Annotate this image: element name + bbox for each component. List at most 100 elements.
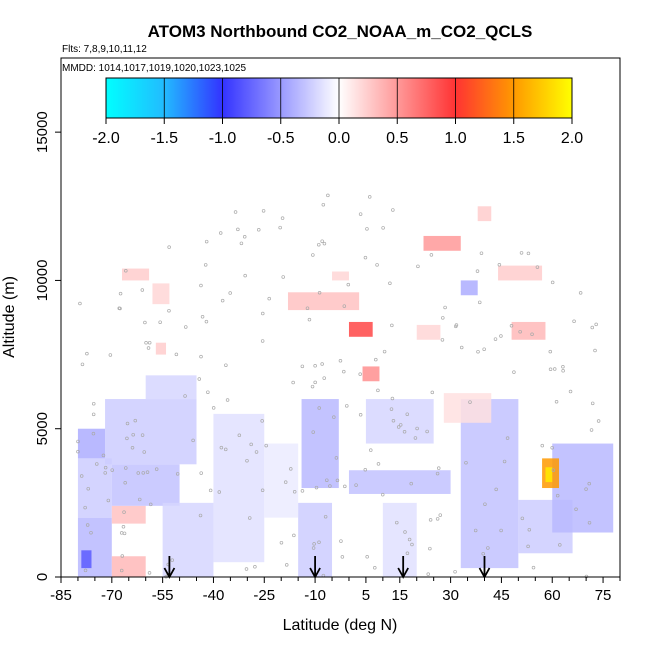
y-tick-label: 15000 (34, 111, 51, 153)
track-point (191, 438, 195, 443)
heatmap-cell (365, 399, 434, 444)
track-point (110, 468, 114, 472)
track-point (454, 324, 458, 329)
track-point (526, 251, 531, 256)
track-point (473, 528, 478, 533)
track-point (121, 525, 126, 529)
track-point (391, 208, 395, 212)
track-point (518, 329, 522, 334)
track-point (520, 516, 525, 521)
track-point (101, 453, 106, 458)
track-point (572, 319, 576, 324)
track-point (311, 546, 316, 550)
track-point (535, 265, 540, 269)
heatmap-cell (362, 366, 380, 382)
track-point (381, 226, 385, 230)
x-tick-label: 45 (493, 587, 510, 604)
heatmap-cell (382, 502, 417, 577)
track-point (167, 245, 171, 249)
track-point (561, 369, 565, 373)
track-point (429, 253, 434, 257)
track-point (175, 472, 180, 476)
track-point (363, 255, 368, 260)
track-point (550, 280, 555, 285)
track-point (233, 210, 238, 214)
track-point (106, 498, 111, 503)
colorbar-tick-label: -1.5 (150, 130, 178, 147)
track-point (136, 471, 141, 475)
track-point (493, 337, 498, 341)
x-tick-label: 30 (442, 587, 459, 604)
track-point (568, 389, 573, 394)
track-point (76, 449, 80, 454)
track-point (267, 296, 271, 301)
track-point (85, 523, 90, 527)
track-point (590, 325, 595, 330)
track-point (218, 231, 223, 235)
track-point (312, 542, 316, 546)
track-point (292, 533, 296, 538)
track-point (486, 546, 490, 550)
track-point (261, 311, 265, 316)
track-point (123, 480, 127, 485)
track-point (390, 323, 394, 328)
track-point (279, 540, 284, 545)
track-point (415, 426, 419, 431)
track-point (428, 518, 433, 522)
colorbar-ticks: -2.0 -1.5 -1.0 -0.5 0.0 0.5 1.0 1.5 2.0 (92, 78, 583, 147)
track-point (117, 306, 121, 310)
track-point (253, 565, 257, 569)
track-point (184, 325, 188, 329)
track-point (505, 436, 510, 440)
track-point (224, 363, 228, 367)
track-point (558, 543, 562, 547)
heatmap-cell (81, 550, 92, 569)
track-point (477, 300, 482, 305)
track-point (548, 367, 553, 372)
heatmap-cell (287, 292, 360, 311)
colorbar-tick-label: -0.5 (267, 130, 295, 147)
track-point (254, 450, 259, 454)
chart-subtitle: Flts: 7,8,9,10,11,12 (62, 44, 147, 55)
track-point (403, 530, 407, 534)
track-point (435, 471, 440, 476)
track-point (438, 513, 443, 517)
track-point (552, 367, 557, 371)
heatmap-cell (460, 280, 478, 296)
track-point (328, 484, 332, 488)
track-point (373, 566, 377, 570)
chart-annotation: MMDD: 1014,1017,1019,1020,1023,1025 (62, 63, 246, 74)
flight-track-points (76, 193, 601, 579)
track-point (147, 340, 152, 345)
track-point (281, 275, 285, 279)
heatmap-cell (145, 375, 197, 400)
track-point (289, 467, 293, 471)
track-point (211, 406, 216, 410)
track-point (475, 269, 480, 273)
track-point (219, 445, 224, 450)
track-point (410, 542, 414, 547)
track-point (530, 332, 534, 337)
track-point (86, 486, 90, 491)
colorbar: -2.0 -1.5 -1.0 -0.5 0.0 0.5 1.0 1.5 2.0 (92, 77, 583, 147)
track-point (91, 431, 96, 436)
track-point (264, 443, 268, 448)
track-point (550, 445, 554, 450)
track-point (142, 450, 146, 454)
track-point (441, 316, 445, 320)
track-point (147, 571, 152, 575)
track-point (594, 322, 598, 327)
track-point (256, 228, 261, 232)
track-point (502, 459, 507, 464)
track-point (402, 430, 407, 434)
heatmap-cell (152, 283, 170, 305)
track-point (220, 298, 225, 303)
track-point (578, 291, 583, 295)
track-point (307, 317, 312, 322)
track-point (242, 235, 247, 239)
track-point (374, 357, 378, 362)
track-point (243, 273, 247, 278)
track-point (342, 304, 347, 308)
x-tick-label: 60 (544, 587, 561, 604)
